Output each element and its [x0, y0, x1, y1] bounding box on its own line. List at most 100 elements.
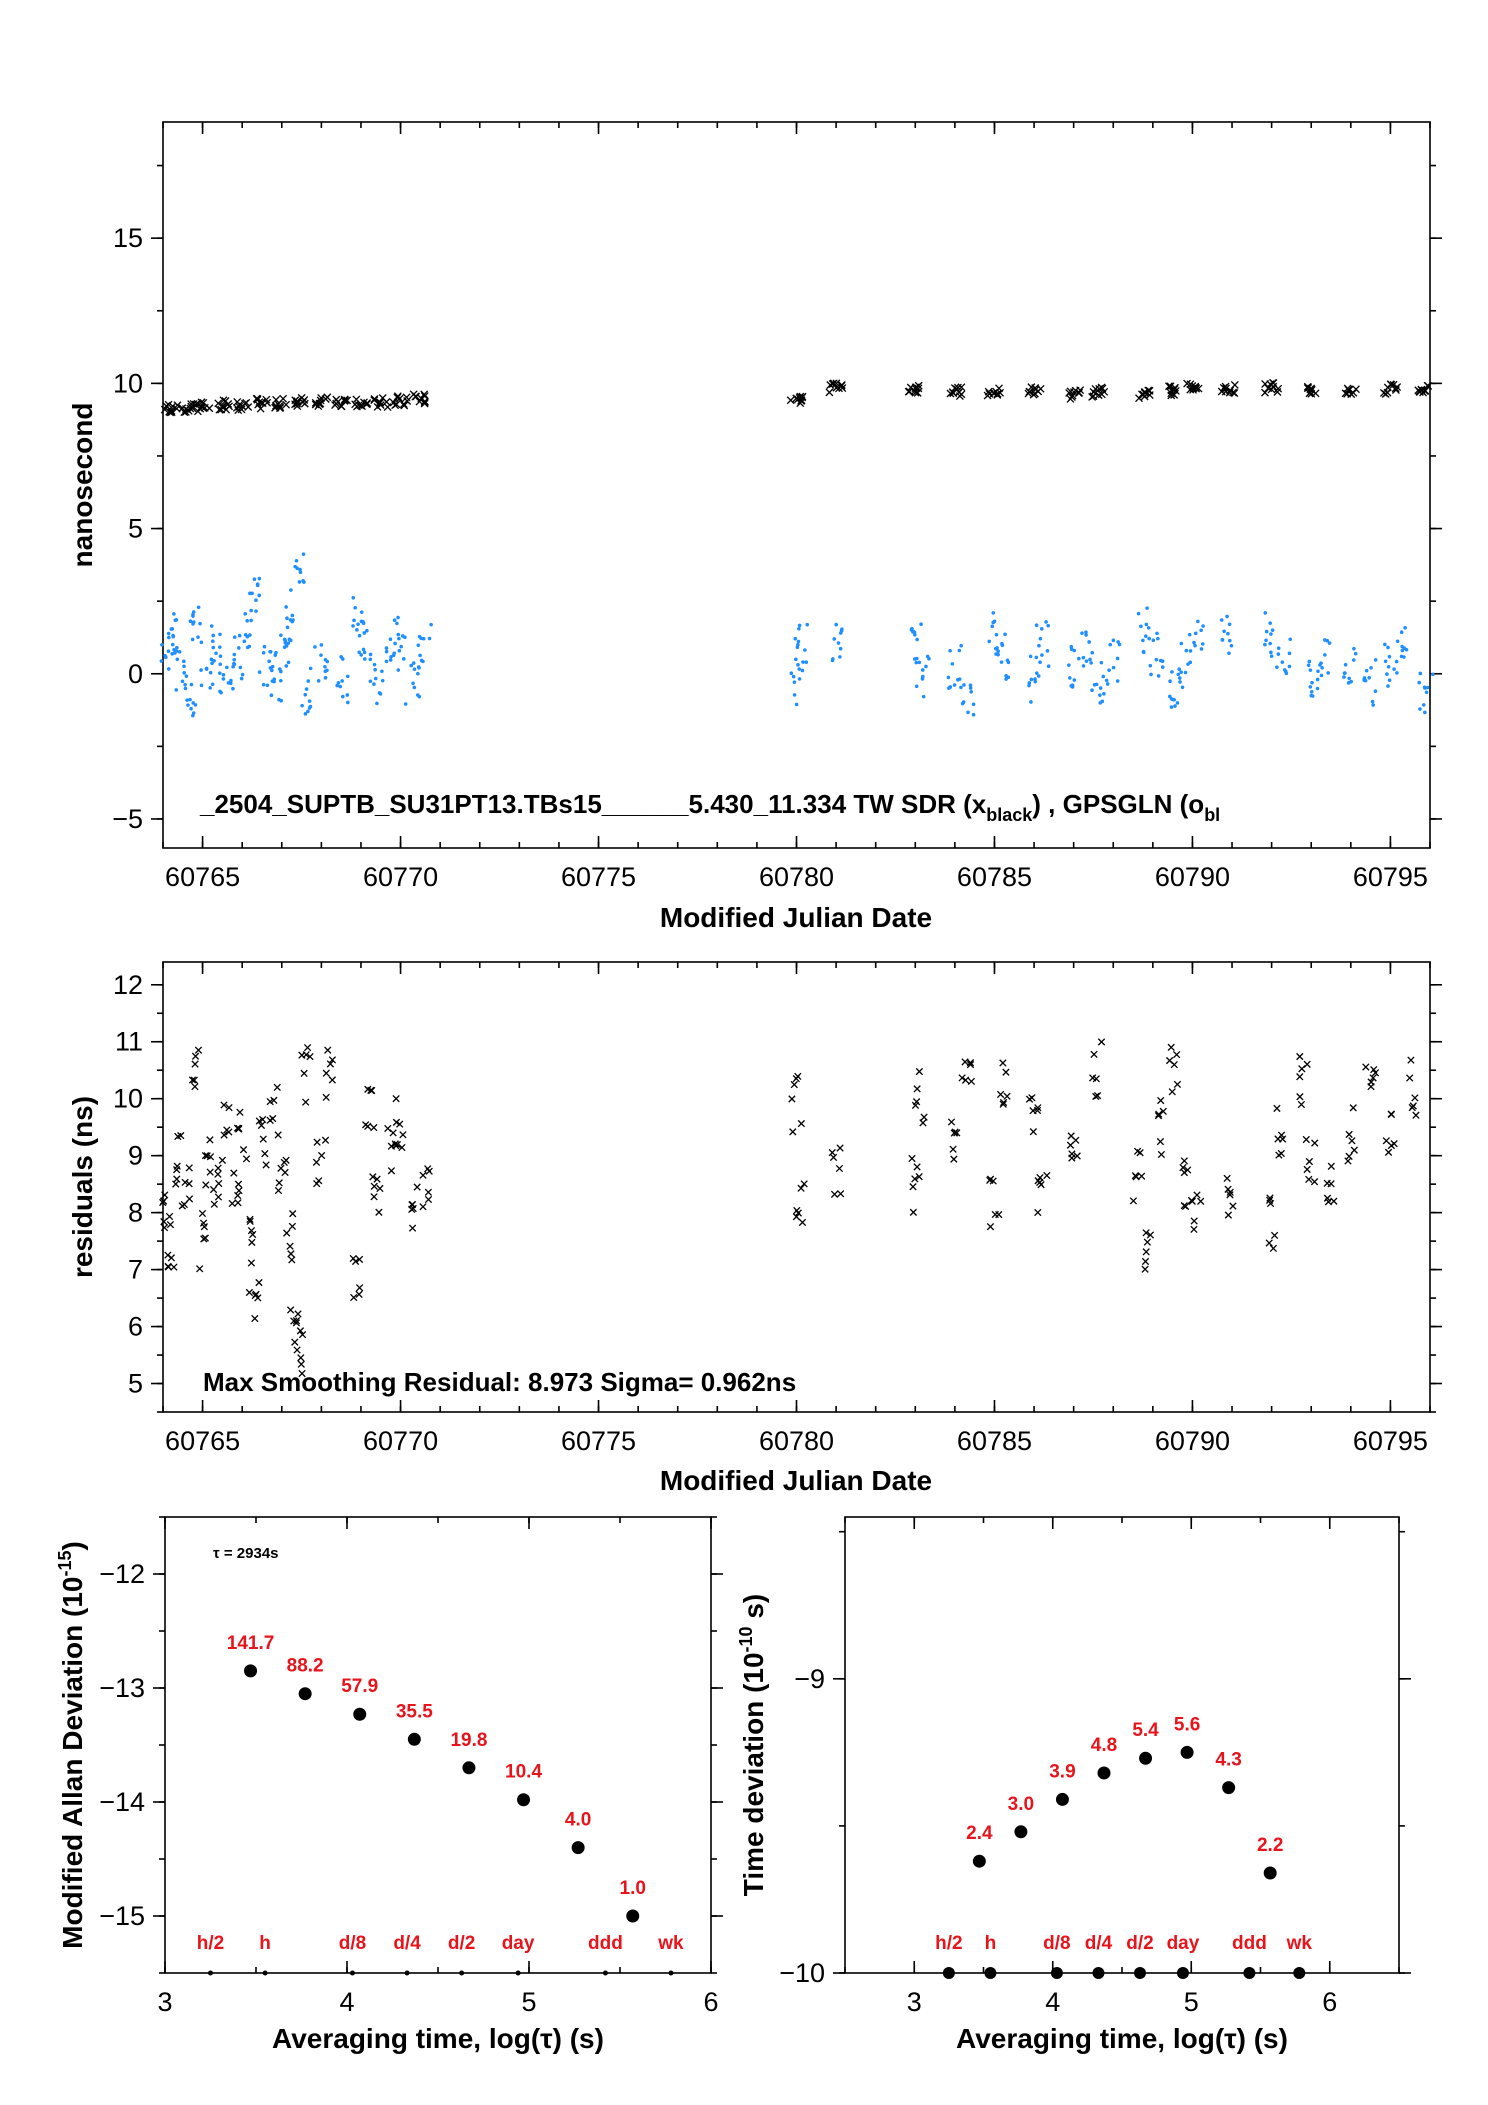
gpsgln-point	[279, 669, 283, 674]
residual-point	[286, 1306, 295, 1314]
gpsgln-point	[409, 663, 414, 668]
residual-point	[392, 1095, 400, 1103]
residual-point	[245, 1288, 254, 1297]
tw-sdr-point	[1145, 391, 1154, 399]
tw-sdr-point	[180, 408, 189, 417]
residual-point	[266, 1097, 274, 1106]
residual-point	[255, 1278, 263, 1287]
panel1-xlabel: Modified Julian Date	[660, 902, 932, 933]
residual-point	[919, 1119, 927, 1127]
gpsgln-point	[303, 692, 308, 697]
gpsgln-point	[1386, 645, 1390, 650]
residual-point	[424, 1188, 433, 1196]
tw-sdr-point	[173, 401, 182, 410]
residual-point	[399, 1131, 407, 1139]
gpsgln-point	[172, 612, 176, 616]
gpsgln-point	[282, 637, 287, 642]
gpsgln-point	[1394, 659, 1399, 664]
tw-sdr-point	[1031, 384, 1040, 392]
tw-sdr-point	[1303, 384, 1312, 393]
residual-point	[1277, 1131, 1286, 1139]
gpsgln-point	[362, 650, 367, 655]
tau-marker	[515, 1970, 521, 1976]
gpsgln-point	[995, 646, 999, 650]
residual-point	[322, 1093, 330, 1102]
residual-point	[1168, 1088, 1176, 1096]
x-tick-label: 60795	[1353, 1426, 1428, 1456]
gpsgln-point	[352, 618, 356, 623]
gpsgln-point	[1003, 632, 1007, 637]
gpsgln-point	[268, 649, 272, 654]
x-tick-label: 3	[157, 1987, 172, 2017]
gpsgln-point	[186, 703, 190, 707]
residual-point	[1390, 1140, 1398, 1148]
residual-point	[164, 1263, 173, 1271]
residual-point	[1411, 1094, 1419, 1102]
gpsgln-point	[1276, 646, 1281, 650]
gpsgln-point	[1179, 670, 1183, 674]
gpsgln-point	[262, 644, 267, 649]
tw-sdr-point	[420, 399, 429, 408]
residual-point	[288, 1256, 296, 1264]
gpsgln-point	[1081, 655, 1086, 660]
gpsgln-point	[1196, 619, 1200, 624]
gpsgln-point	[316, 679, 321, 683]
residual-point	[909, 1208, 918, 1216]
residual-point	[206, 1136, 214, 1144]
tau-marker	[668, 1970, 674, 1976]
residual-point	[949, 1145, 957, 1153]
panel3-points: 141.7 88.2 57.9 35.5 19.8 10.4 4.0 1.0 h/2 h d/8 d/…	[164, 1517, 712, 1976]
gpsgln-point	[1168, 679, 1172, 684]
gpsgln-point	[1084, 633, 1088, 637]
gpsgln-point	[1105, 682, 1110, 686]
gpsgln-point	[1044, 620, 1048, 624]
gpsgln-point	[797, 623, 802, 628]
gpsgln-point	[1423, 710, 1427, 715]
x-tick-label: 60780	[759, 862, 834, 892]
gpsgln-point	[1177, 667, 1182, 671]
tw-sdr-point	[948, 388, 957, 397]
gpsgln-point	[238, 665, 243, 670]
residual-point	[1180, 1202, 1188, 1210]
tau-marker	[602, 1970, 608, 1976]
gpsgln-point	[356, 622, 360, 627]
tw-sdr-point	[1075, 388, 1083, 397]
tw-sdr-point	[1266, 380, 1275, 389]
residual-point	[792, 1213, 801, 1221]
gpsgln-point	[914, 660, 919, 665]
gpsgln-point	[1104, 678, 1109, 683]
tw-sdr-point	[838, 384, 847, 393]
gpsgln-point	[199, 640, 204, 645]
gpsgln-point	[174, 688, 179, 692]
residual-point	[1323, 1179, 1331, 1187]
residual-point	[1179, 1163, 1187, 1172]
panel2-ticks: 60765 60770 60775 60780 60785 60790 60795 5 6 7 8 9…	[113, 962, 1442, 1456]
gpsgln-point	[971, 702, 976, 707]
residual-point	[1034, 1208, 1042, 1217]
gpsgln-point	[1029, 700, 1033, 704]
gpsgln-point	[1141, 638, 1145, 643]
gpsgln-point	[1280, 660, 1285, 664]
gpsgln-point	[239, 676, 244, 681]
gpsgln-point	[800, 668, 805, 673]
residual-point	[991, 1210, 999, 1219]
deviation-point	[1097, 1766, 1111, 1780]
residual-point	[1323, 1194, 1332, 1202]
residual-point	[287, 1250, 295, 1258]
residual-point	[1036, 1174, 1044, 1182]
tw-sdr-point	[837, 380, 846, 389]
panel4-ylabel: Time deviation (10-10 s)	[736, 1594, 769, 1897]
gpsgln-point	[1141, 649, 1146, 654]
residual-point	[920, 1113, 928, 1121]
gpsgln-point	[290, 619, 294, 624]
tw-sdr-point	[1167, 391, 1176, 400]
gpsgln-point	[1275, 665, 1279, 669]
residual-point	[209, 1185, 218, 1194]
gpsgln-point	[1343, 662, 1348, 667]
residual-point	[321, 1136, 330, 1144]
gpsgln-point	[1100, 699, 1105, 704]
residual-point	[246, 1215, 254, 1224]
gpsgln-point	[232, 635, 237, 639]
x-tick-label: 60790	[1155, 862, 1230, 892]
